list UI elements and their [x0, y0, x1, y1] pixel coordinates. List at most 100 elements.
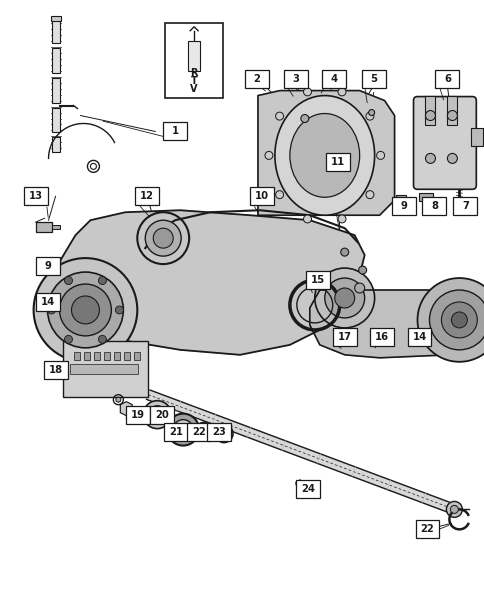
- FancyBboxPatch shape: [35, 293, 60, 311]
- Bar: [51, 108, 60, 133]
- Circle shape: [115, 306, 123, 314]
- Circle shape: [445, 501, 461, 517]
- FancyBboxPatch shape: [305, 271, 329, 289]
- Circle shape: [376, 151, 384, 160]
- Text: 1: 1: [171, 127, 179, 137]
- Text: 13: 13: [29, 191, 43, 201]
- Polygon shape: [146, 390, 455, 514]
- Text: 6: 6: [443, 74, 450, 84]
- FancyBboxPatch shape: [249, 187, 273, 205]
- Text: 14: 14: [411, 332, 426, 342]
- FancyBboxPatch shape: [135, 187, 159, 205]
- Circle shape: [303, 215, 311, 223]
- FancyBboxPatch shape: [295, 481, 319, 498]
- Text: 4: 4: [330, 74, 336, 84]
- Bar: [51, 19, 60, 43]
- Circle shape: [424, 153, 435, 163]
- Circle shape: [368, 110, 374, 115]
- Text: 24: 24: [300, 484, 314, 494]
- Text: 20: 20: [155, 410, 169, 419]
- Bar: [395, 196, 405, 201]
- Circle shape: [303, 88, 311, 96]
- Circle shape: [300, 114, 308, 123]
- Circle shape: [275, 112, 283, 120]
- Text: 2: 2: [253, 74, 260, 84]
- FancyBboxPatch shape: [407, 328, 431, 346]
- Circle shape: [47, 272, 123, 348]
- Text: 16: 16: [374, 332, 388, 342]
- FancyBboxPatch shape: [332, 328, 356, 346]
- Circle shape: [354, 283, 364, 293]
- Text: 18: 18: [48, 365, 62, 375]
- FancyBboxPatch shape: [369, 328, 393, 346]
- Circle shape: [450, 505, 457, 514]
- Text: 23: 23: [212, 426, 226, 436]
- Circle shape: [178, 425, 188, 435]
- Text: 3: 3: [292, 74, 299, 84]
- FancyBboxPatch shape: [435, 70, 458, 88]
- Text: T: T: [190, 75, 197, 85]
- Circle shape: [143, 401, 171, 429]
- Bar: [51, 225, 60, 229]
- Circle shape: [314, 268, 374, 328]
- Circle shape: [365, 191, 373, 198]
- Bar: [51, 137, 60, 153]
- Text: 14: 14: [40, 297, 55, 307]
- Circle shape: [173, 419, 193, 439]
- Bar: [188, 41, 200, 71]
- Circle shape: [264, 151, 272, 160]
- Bar: [84, 352, 90, 360]
- FancyBboxPatch shape: [35, 257, 60, 275]
- Polygon shape: [59, 210, 364, 355]
- Circle shape: [440, 302, 476, 338]
- Bar: [424, 95, 435, 125]
- Polygon shape: [309, 290, 470, 358]
- Text: 10: 10: [255, 191, 269, 201]
- Circle shape: [116, 397, 121, 402]
- Polygon shape: [120, 402, 132, 416]
- Circle shape: [153, 228, 173, 248]
- Text: R: R: [190, 68, 197, 78]
- FancyBboxPatch shape: [361, 70, 385, 88]
- FancyBboxPatch shape: [126, 406, 150, 423]
- Circle shape: [340, 248, 348, 256]
- Bar: [75, 352, 80, 360]
- Circle shape: [358, 266, 366, 274]
- Bar: [104, 352, 110, 360]
- Circle shape: [424, 111, 435, 121]
- FancyBboxPatch shape: [422, 197, 445, 215]
- Bar: [35, 222, 51, 232]
- FancyBboxPatch shape: [415, 520, 439, 538]
- Ellipse shape: [289, 114, 359, 197]
- Bar: [114, 352, 120, 360]
- Circle shape: [64, 277, 72, 284]
- Circle shape: [60, 284, 111, 336]
- Bar: [50, 16, 60, 21]
- FancyBboxPatch shape: [453, 197, 476, 215]
- Text: 15: 15: [310, 275, 324, 285]
- Text: 9: 9: [44, 261, 51, 271]
- Text: 5: 5: [369, 74, 377, 84]
- Text: 22: 22: [192, 426, 206, 436]
- Bar: [470, 128, 483, 147]
- Polygon shape: [257, 91, 394, 215]
- FancyBboxPatch shape: [283, 70, 307, 88]
- Circle shape: [98, 335, 106, 343]
- FancyBboxPatch shape: [24, 187, 47, 205]
- Bar: [94, 352, 100, 360]
- Text: 22: 22: [420, 524, 434, 534]
- Circle shape: [365, 112, 373, 120]
- Text: 19: 19: [131, 410, 145, 419]
- Bar: [134, 352, 140, 360]
- Bar: [51, 78, 60, 102]
- Text: V: V: [190, 84, 197, 94]
- Text: 21: 21: [169, 426, 183, 436]
- Text: 12: 12: [140, 191, 154, 201]
- FancyBboxPatch shape: [321, 70, 345, 88]
- FancyBboxPatch shape: [62, 341, 148, 397]
- FancyBboxPatch shape: [44, 361, 67, 379]
- Bar: [51, 48, 60, 72]
- Circle shape: [337, 215, 345, 223]
- Bar: [419, 193, 433, 201]
- FancyBboxPatch shape: [391, 197, 415, 215]
